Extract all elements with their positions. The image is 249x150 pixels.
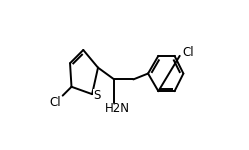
Text: S: S [94, 89, 101, 102]
Text: Cl: Cl [182, 46, 194, 59]
Text: Cl: Cl [50, 96, 61, 110]
Text: H2N: H2N [105, 102, 130, 115]
